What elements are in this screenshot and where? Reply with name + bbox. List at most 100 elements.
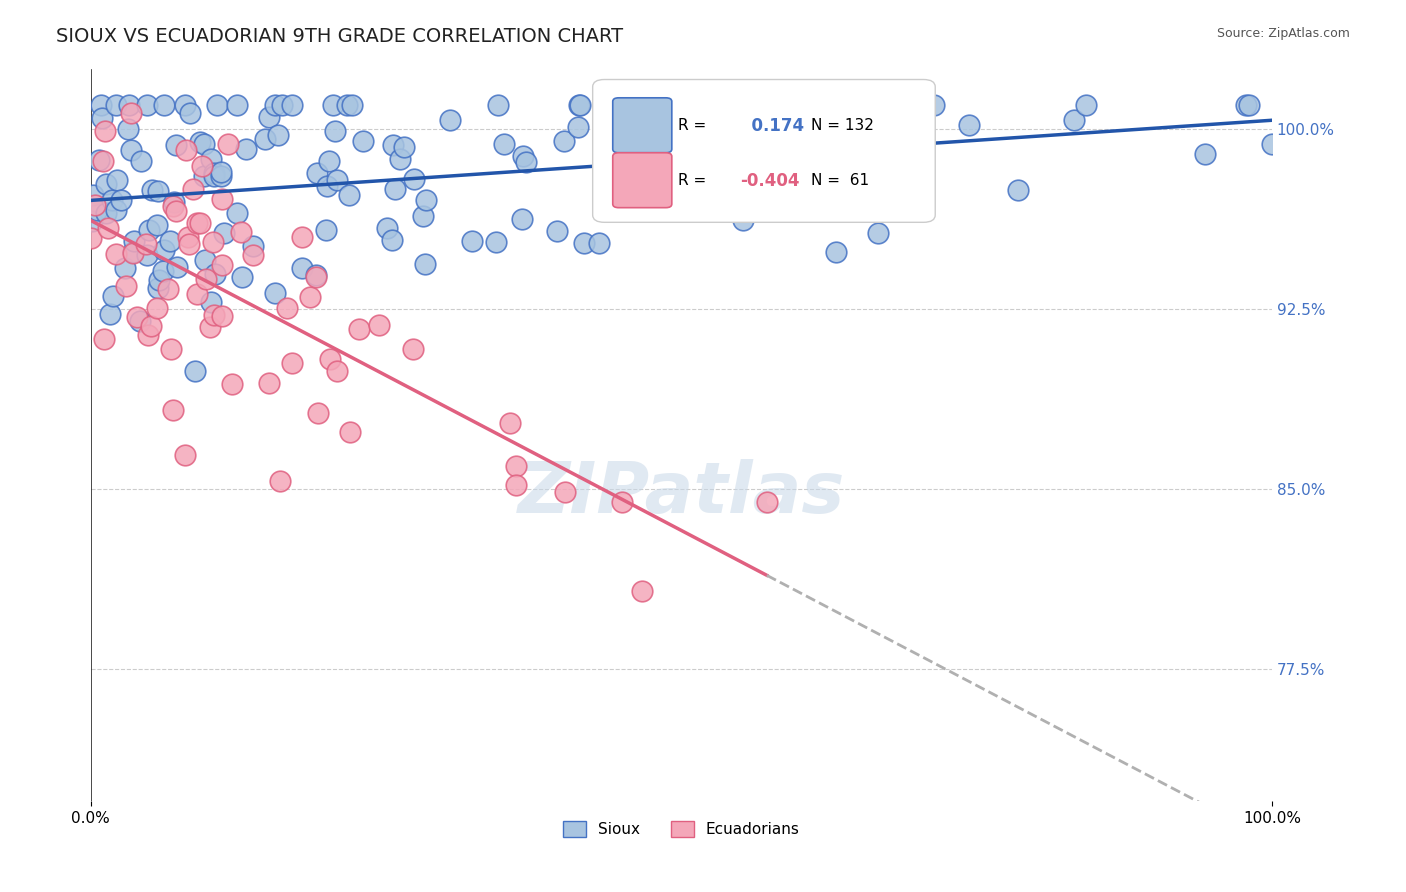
Point (257, 376, 280, 390)
Point (120, 143, 142, 157)
Point (616, 119, 638, 133)
Point (205, 97, 228, 112)
Point (141, 183, 163, 197)
Point (377, 220, 399, 235)
Point (162, 199, 184, 213)
Point (554, 484, 576, 499)
Point (281, 97, 304, 112)
Text: N = 132: N = 132 (811, 118, 875, 133)
Point (254, 132, 277, 146)
Point (1261, 136, 1284, 151)
Point (221, 377, 243, 392)
Point (153, 97, 176, 112)
Point (91, 111, 114, 125)
Point (153, 243, 176, 257)
Point (1063, 112, 1085, 127)
Point (568, 97, 591, 112)
Point (82, 214, 104, 228)
Text: ZIPatlas: ZIPatlas (517, 458, 845, 528)
Point (163, 195, 186, 210)
Point (177, 229, 200, 244)
Text: R =: R = (678, 118, 706, 133)
Point (129, 314, 152, 328)
Point (671, 164, 693, 178)
Point (638, 122, 661, 136)
Text: Source: ZipAtlas.com: Source: ZipAtlas.com (1216, 27, 1350, 40)
Point (512, 211, 534, 226)
Point (118, 97, 141, 112)
Point (181, 182, 204, 196)
Point (868, 227, 890, 241)
Point (184, 364, 207, 378)
Point (242, 247, 264, 261)
Point (152, 264, 174, 278)
Point (412, 209, 434, 223)
Point (80, 230, 103, 244)
Point (305, 268, 328, 282)
Point (186, 216, 208, 230)
Point (165, 137, 187, 152)
Point (93, 124, 115, 138)
Point (86, 202, 108, 217)
Point (755, 494, 778, 508)
Point (94, 177, 117, 191)
Point (315, 223, 337, 237)
Point (336, 97, 359, 112)
Point (626, 97, 648, 112)
Point (125, 310, 148, 325)
Point (209, 169, 232, 183)
Point (122, 245, 145, 260)
Point (352, 134, 374, 148)
Point (384, 182, 406, 196)
Point (122, 234, 145, 248)
Point (298, 289, 321, 303)
Point (138, 223, 160, 237)
Point (461, 234, 484, 248)
Point (307, 406, 329, 420)
Point (166, 260, 188, 275)
Point (305, 166, 328, 180)
Text: 0.174: 0.174 (741, 117, 804, 135)
Point (162, 403, 184, 417)
Point (115, 278, 138, 293)
Point (101, 289, 124, 303)
Point (104, 247, 127, 261)
Point (325, 173, 347, 187)
Point (146, 219, 169, 233)
Point (1234, 97, 1257, 112)
Text: SIOUX VS ECUADORIAN 9TH GRADE CORRELATION CHART: SIOUX VS ECUADORIAN 9TH GRADE CORRELATIO… (56, 27, 623, 45)
Point (415, 193, 437, 207)
Point (263, 286, 285, 301)
Point (101, 194, 124, 208)
Point (664, 107, 686, 121)
Point (179, 106, 201, 120)
Point (624, 187, 647, 202)
Point (231, 225, 253, 239)
Point (817, 97, 839, 112)
Point (211, 258, 233, 272)
Point (643, 97, 665, 112)
Point (198, 319, 221, 334)
Point (204, 267, 226, 281)
Point (97, 221, 120, 235)
Point (211, 192, 233, 206)
Point (439, 112, 461, 127)
Point (737, 186, 759, 201)
Point (202, 169, 225, 183)
Point (188, 135, 211, 149)
Point (191, 159, 214, 173)
Point (188, 215, 211, 229)
Point (89, 153, 111, 167)
Point (200, 153, 222, 167)
Point (402, 342, 425, 356)
FancyBboxPatch shape (613, 98, 672, 153)
Point (873, 157, 896, 171)
Point (200, 295, 222, 310)
Point (269, 475, 291, 489)
Point (264, 97, 287, 112)
Point (553, 134, 575, 148)
Point (339, 188, 361, 202)
Point (114, 260, 136, 275)
Point (194, 252, 217, 267)
Point (193, 169, 215, 183)
